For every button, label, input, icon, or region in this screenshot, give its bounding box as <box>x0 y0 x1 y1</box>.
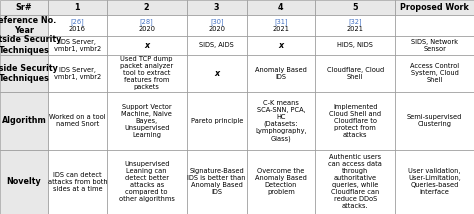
Bar <box>187 150 246 214</box>
Text: Access Control
System, Cloud
Shell: Access Control System, Cloud Shell <box>410 63 459 83</box>
Bar <box>48 36 107 55</box>
Bar <box>107 36 187 55</box>
Text: 5: 5 <box>353 3 358 12</box>
Text: 2020: 2020 <box>208 26 225 33</box>
Text: SIDS, Network
Sensor: SIDS, Network Sensor <box>411 39 458 52</box>
Bar <box>107 150 187 214</box>
Bar <box>315 55 395 92</box>
Bar <box>48 0 107 15</box>
Text: Worked on a tool
named Snort: Worked on a tool named Snort <box>49 114 106 127</box>
Text: x: x <box>278 41 283 50</box>
Text: Outside Security
Techniques: Outside Security Techniques <box>0 36 62 55</box>
Text: Signature-Based
IDS is better than
Anomaly Based
IDS: Signature-Based IDS is better than Anoma… <box>187 168 246 195</box>
Bar <box>395 15 474 36</box>
Text: Support Vector
Machine, Naive
Bayes,
Unsupervised
Learning: Support Vector Machine, Naive Bayes, Uns… <box>121 104 172 138</box>
Bar <box>48 92 107 150</box>
Text: IDS can detect
attacks from both
sides at a time: IDS can detect attacks from both sides a… <box>47 172 107 192</box>
Bar <box>395 55 474 92</box>
Bar <box>107 55 187 92</box>
Text: Sr#: Sr# <box>16 3 32 12</box>
Bar <box>315 0 395 15</box>
Bar <box>0 36 48 55</box>
Bar <box>395 150 474 214</box>
Text: [26]: [26] <box>71 18 84 25</box>
Bar <box>246 92 315 150</box>
Text: Pareto principle: Pareto principle <box>191 118 243 124</box>
Text: Proposed Work: Proposed Work <box>400 3 469 12</box>
Text: x: x <box>144 41 149 50</box>
Bar <box>107 15 187 36</box>
Bar <box>315 36 395 55</box>
Bar <box>187 92 246 150</box>
Bar <box>187 15 246 36</box>
Bar <box>48 15 107 36</box>
Bar <box>395 36 474 55</box>
Bar <box>315 15 395 36</box>
Text: Overcome the
Anomaly Based
Detection
problem: Overcome the Anomaly Based Detection pro… <box>255 168 307 195</box>
Text: 2021: 2021 <box>273 26 289 33</box>
Text: Authentic users
can access data
through
authoritative
queries, while
Cloudflare : Authentic users can access data through … <box>328 154 382 210</box>
Text: Unsupervised
Leaning can
detect better
attacks as
compared to
other algorithms: Unsupervised Leaning can detect better a… <box>118 161 174 202</box>
Text: 2020: 2020 <box>138 26 155 33</box>
Bar <box>315 92 395 150</box>
Text: SIDS, AIDS: SIDS, AIDS <box>200 42 234 48</box>
Text: Novelty: Novelty <box>7 177 42 186</box>
Bar <box>0 92 48 150</box>
Text: [32]: [32] <box>348 18 362 25</box>
Bar <box>48 55 107 92</box>
Text: Implemented
Cloud Shell and
Cloudflare to
protect from
attacks: Implemented Cloud Shell and Cloudflare t… <box>329 104 381 138</box>
Text: IDS Server,
vmbr1, vmbr2: IDS Server, vmbr1, vmbr2 <box>54 67 101 80</box>
Bar <box>315 150 395 214</box>
Text: 3: 3 <box>214 3 219 12</box>
Text: 2021: 2021 <box>347 26 364 33</box>
Text: HIDS, NIDS: HIDS, NIDS <box>337 42 373 48</box>
Bar <box>395 0 474 15</box>
Text: Inside Security
Techniques: Inside Security Techniques <box>0 64 58 83</box>
Bar <box>0 150 48 214</box>
Text: Cloudflare, Cloud
Shell: Cloudflare, Cloud Shell <box>327 67 384 80</box>
Bar <box>246 0 315 15</box>
Bar <box>246 15 315 36</box>
Bar <box>0 55 48 92</box>
Text: Used TCP dump
packet analyzer
tool to extract
features from
packets: Used TCP dump packet analyzer tool to ex… <box>120 56 173 90</box>
Bar <box>0 15 48 36</box>
Bar <box>187 55 246 92</box>
Text: Algorithm: Algorithm <box>2 116 46 125</box>
Text: 1: 1 <box>74 3 80 12</box>
Text: 2: 2 <box>144 3 149 12</box>
Bar <box>246 36 315 55</box>
Text: x: x <box>214 69 219 78</box>
Bar <box>107 92 187 150</box>
Bar <box>187 0 246 15</box>
Text: [30]: [30] <box>210 18 224 25</box>
Bar <box>246 55 315 92</box>
Text: C-K means
SCA-SNN, PCA,
HC
(Datasets:
Lymphography,
Glass): C-K means SCA-SNN, PCA, HC (Datasets: Ly… <box>255 100 307 142</box>
Text: 4: 4 <box>278 3 283 12</box>
Text: Anomaly Based
IDS: Anomaly Based IDS <box>255 67 307 80</box>
Text: [28]: [28] <box>140 18 154 25</box>
Bar <box>395 92 474 150</box>
Bar <box>0 0 48 15</box>
Text: Reference No.
Year: Reference No. Year <box>0 16 56 35</box>
Text: 2016: 2016 <box>69 26 86 33</box>
Text: Semi-supervised
Clustering: Semi-supervised Clustering <box>407 114 462 127</box>
Bar <box>187 36 246 55</box>
Bar <box>48 150 107 214</box>
Bar <box>246 150 315 214</box>
Text: [31]: [31] <box>274 18 288 25</box>
Bar <box>107 0 187 15</box>
Text: IDS Server,
vmbr1, vmbr2: IDS Server, vmbr1, vmbr2 <box>54 39 101 52</box>
Text: User validation,
User-Limitation,
Queries-based
interface: User validation, User-Limitation, Querie… <box>408 168 461 195</box>
